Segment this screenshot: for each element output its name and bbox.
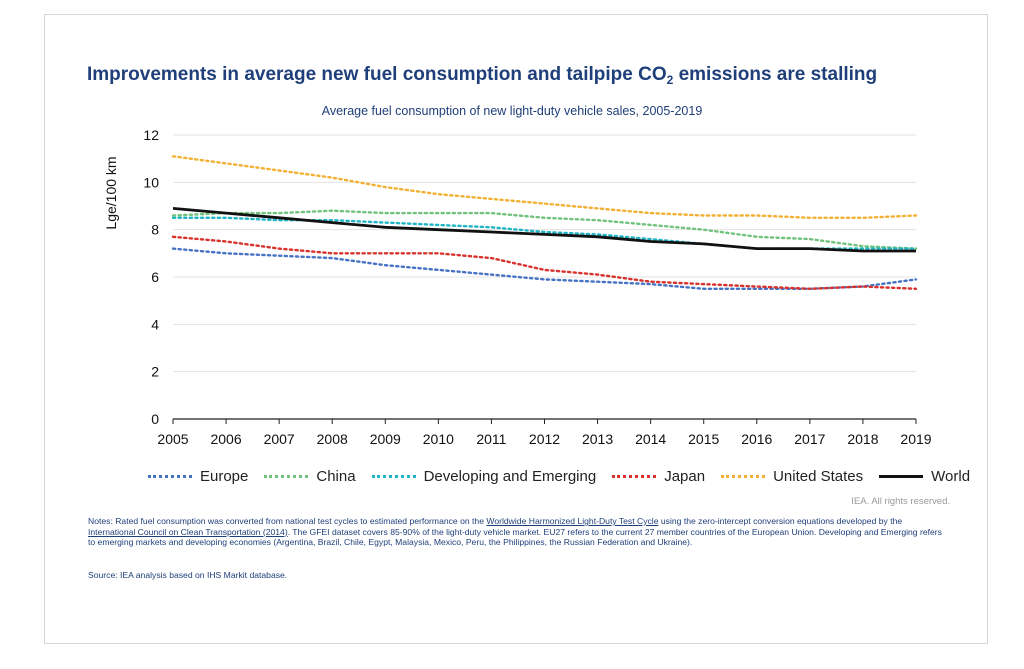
legend-swatch [264,474,309,478]
x-tick-label: 2010 [423,431,454,447]
x-tick-label: 2008 [317,431,348,447]
legend-item: Europe [148,468,248,485]
series-line-china [171,209,918,250]
legend-swatch [612,474,657,478]
y-tick-label: 6 [151,269,159,285]
legend-swatch [371,474,416,478]
x-tick-label: 2011 [476,431,506,447]
chart-card [44,14,988,644]
y-tick-label: 8 [151,222,159,238]
legend-item: United States [721,468,863,485]
chart-source: Source: IEA analysis based on IHS Markit… [88,570,288,580]
x-tick-label: 2018 [847,431,878,447]
wltc-link[interactable]: Worldwide Harmonized Light-Duty Test Cyc… [486,516,659,526]
y-tick-label: 2 [151,364,159,380]
y-tick-label: 10 [143,174,159,190]
x-tick-label: 2005 [157,431,188,447]
chart-title: Improvements in average new fuel consump… [87,64,878,87]
legend-item: World [879,468,970,485]
y-tick-label: 12 [143,127,159,143]
x-tick-label: 2012 [529,431,560,447]
legend-item: Japan [612,468,705,485]
x-tick-label: 2019 [900,431,931,447]
legend-label: Developing and Emerging [423,467,597,485]
legend-item: Developing and Emerging [371,467,597,485]
rights-notice: IEA. All rights reserved. [851,496,950,507]
chart-notes: Notes: Rated fuel consumption was conver… [88,516,942,547]
icct-link[interactable]: International Council on Clean Transport… [88,526,288,537]
legend-label: Japan [664,467,706,485]
legend-swatch [721,474,766,478]
legend-label: World [931,467,971,485]
legend-swatch [879,474,924,478]
legend-item: China [264,467,356,485]
x-tick-label: 2015 [688,431,719,447]
y-tick-label: 4 [151,316,159,332]
x-tick-label: 2007 [264,431,295,447]
y-axis-label: Lge/100 km [103,156,119,229]
x-tick-label: 2013 [582,431,613,447]
x-tick-label: 2014 [635,431,666,447]
chart-subtitle: Average fuel consumption of new light-du… [321,104,703,118]
legend-label: Europe [200,467,249,485]
legend-label: United States [773,467,864,485]
chart-legend: Europe China Developing and Emerging Japan U… [148,465,986,487]
x-tick-label: 2006 [210,431,241,447]
legend-swatch [148,474,192,478]
legend-label: China [316,467,356,485]
x-tick-label: 2016 [741,431,772,447]
x-tick-label: 2009 [370,431,401,447]
x-tick-label: 2017 [794,431,825,447]
y-tick-label: 0 [151,411,159,427]
series-line-japan [171,235,918,290]
series-line-world [172,207,916,253]
series-line-europe [171,247,918,290]
series-line-united-states [171,155,918,220]
